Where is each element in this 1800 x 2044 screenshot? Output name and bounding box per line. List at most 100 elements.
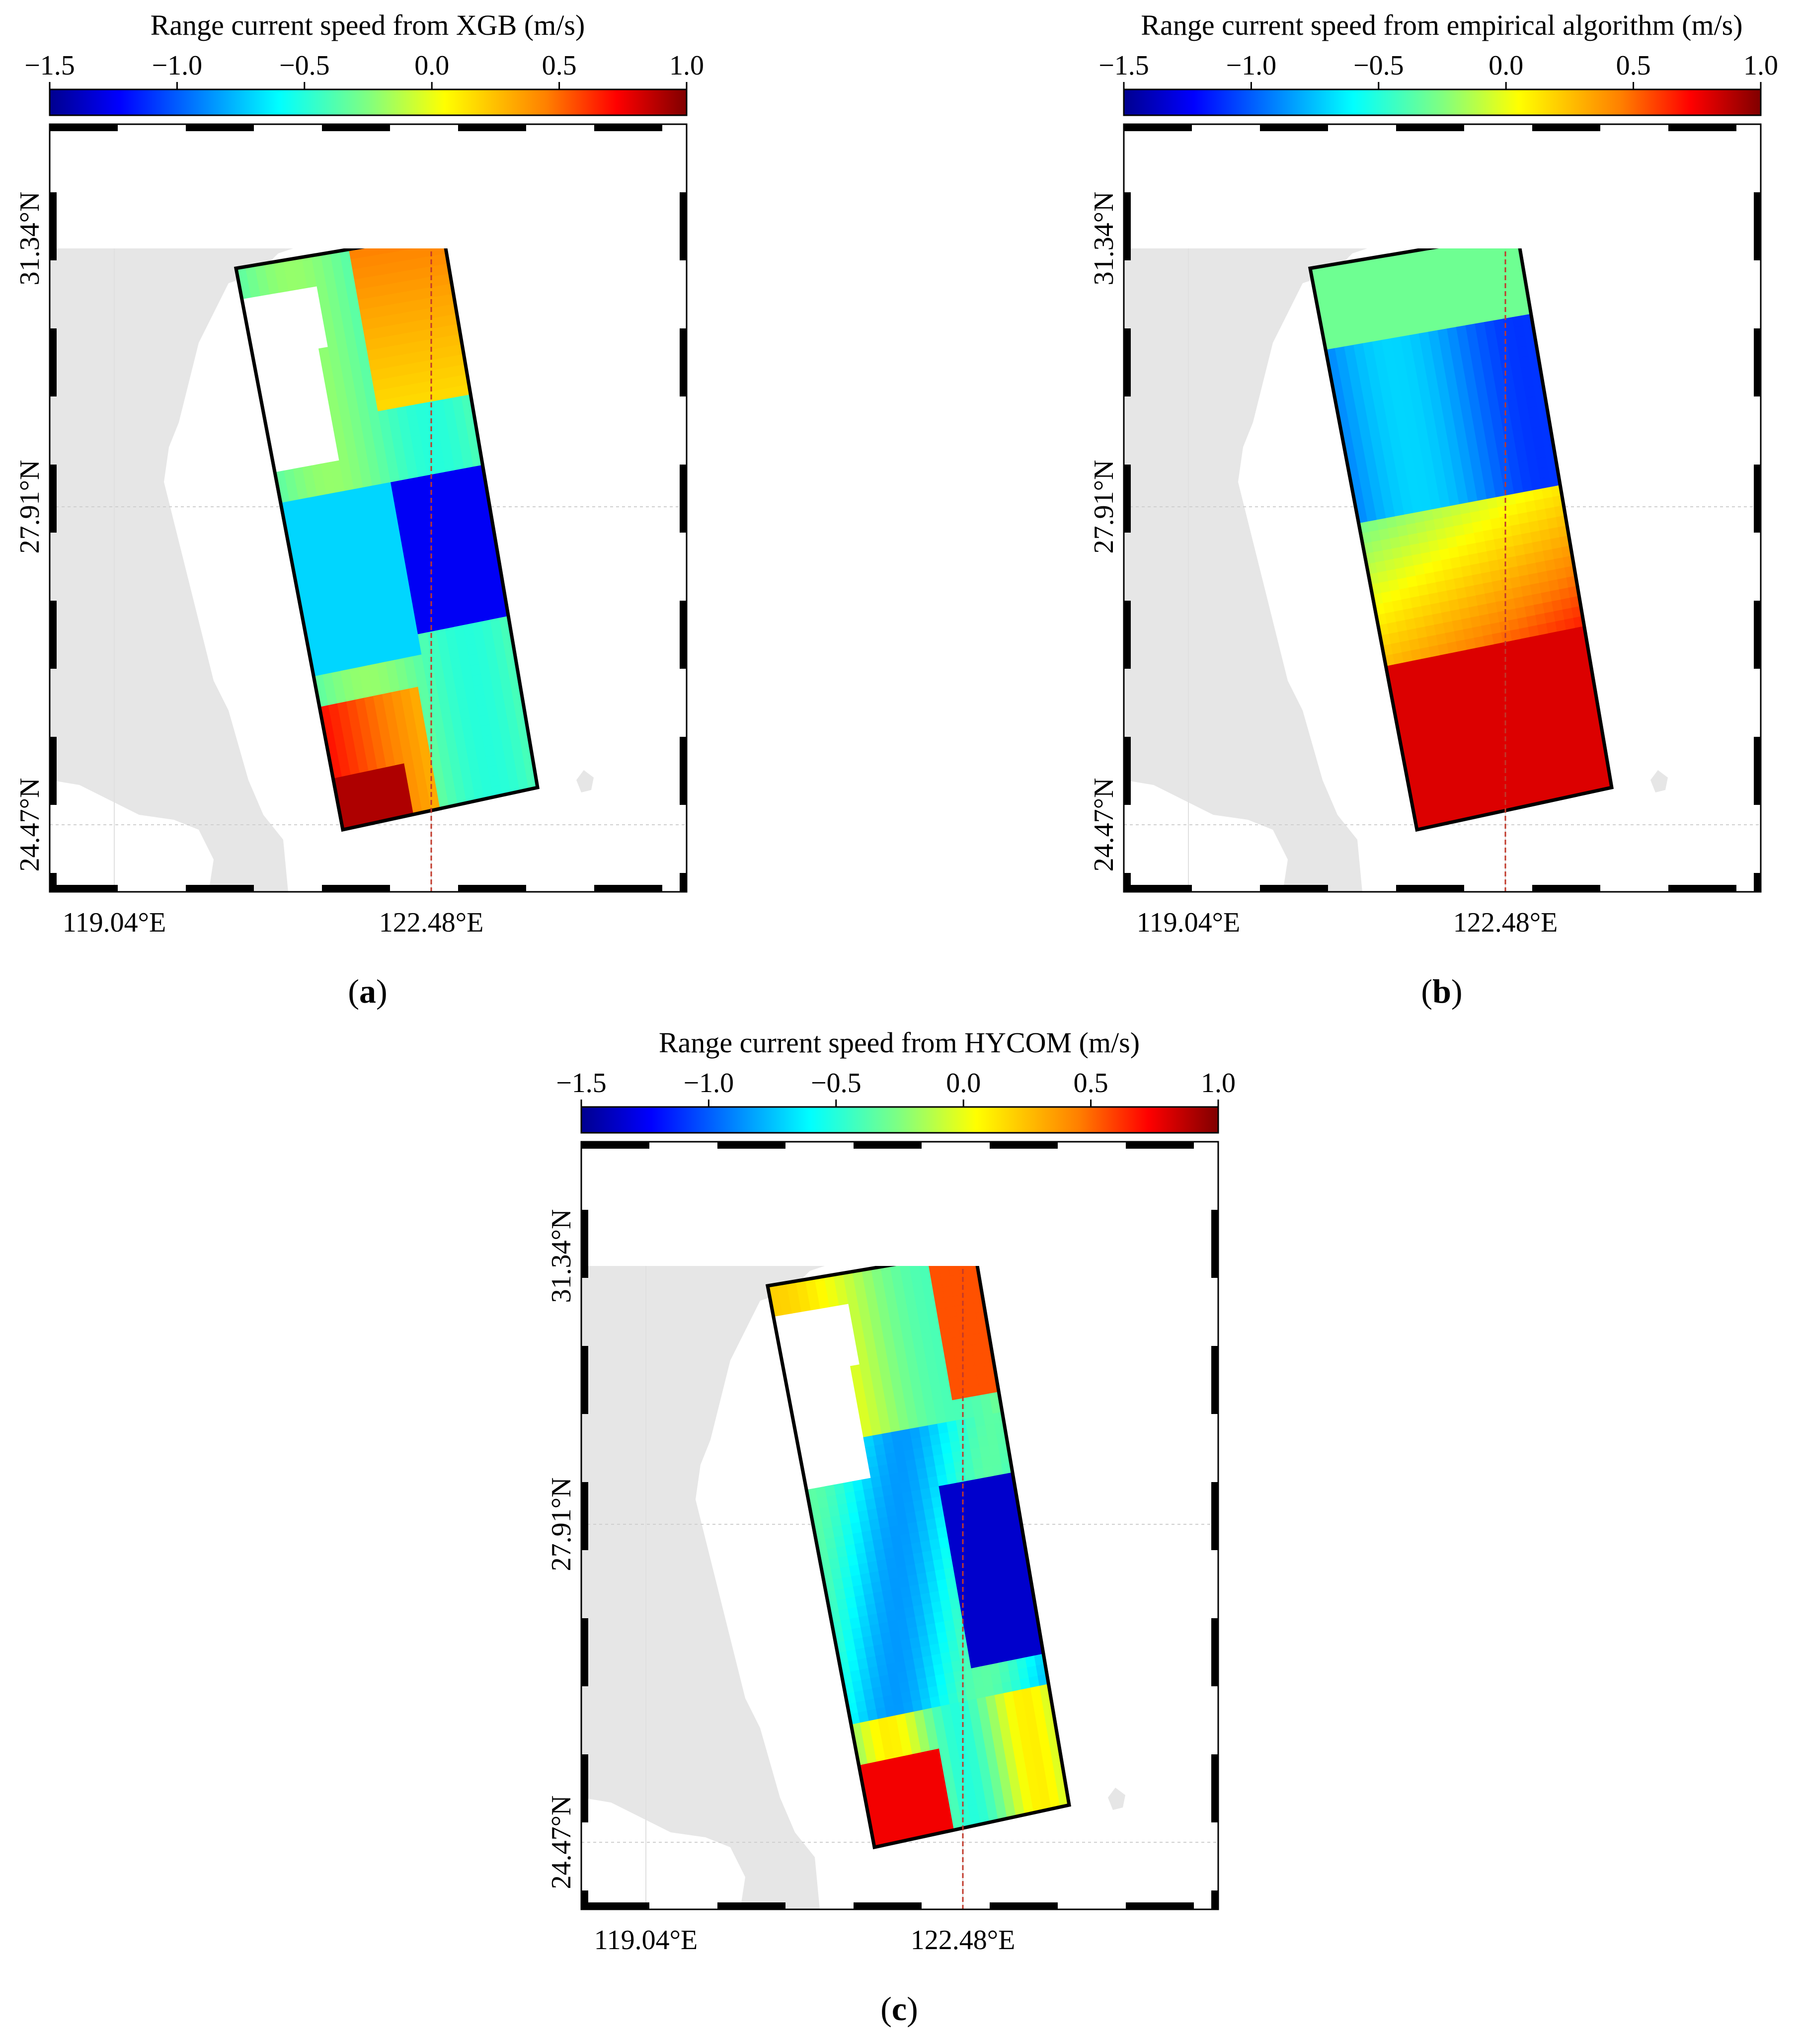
frame-tick	[1532, 124, 1600, 131]
swath-outline	[1308, 248, 1614, 832]
frame-tick	[1124, 124, 1192, 131]
frame-tick	[1754, 601, 1761, 669]
frame-tick	[1126, 1902, 1194, 1909]
frame-tick	[717, 1142, 785, 1149]
land-mass	[581, 1266, 864, 1909]
frame-tick	[680, 328, 687, 396]
frame-tick	[1211, 1754, 1218, 1822]
colorbar-tick-label: −1.0	[152, 50, 203, 81]
lat-label: 31.34°N	[546, 1209, 577, 1303]
colorbar-tick-label: −1.0	[684, 1068, 734, 1099]
colorbar-gradient	[49, 88, 688, 116]
frame-tick	[680, 601, 687, 669]
colorbar-tick-label: 0.5	[1616, 50, 1651, 81]
colorbar-tick-label: 0.0	[1488, 50, 1523, 81]
lon-label: 122.48°E	[1453, 907, 1558, 938]
lat-label: 24.47°N	[14, 778, 45, 872]
map-content	[50, 235, 687, 892]
frame-tick	[1124, 873, 1131, 892]
frame-tick	[680, 873, 687, 892]
caption-a: (a)	[348, 972, 387, 1010]
colorbar-gradient	[580, 1106, 1219, 1134]
field-cell	[424, 235, 435, 246]
colorbar-c: Range current speed from HYCOM (m/s) −1.…	[556, 1026, 1236, 1134]
field-cell	[368, 248, 380, 257]
field-cell	[416, 248, 418, 249]
lat-label: 27.91°N	[14, 460, 45, 554]
island	[1650, 770, 1668, 792]
island	[1108, 1788, 1125, 1810]
frame-tick	[854, 1902, 922, 1909]
field-cell	[1452, 248, 1463, 255]
lat-label: 31.34°N	[14, 192, 45, 286]
lon-label: 119.04°E	[1137, 907, 1241, 938]
map-frame	[580, 1141, 1219, 1910]
colorbar-title: Range current speed from empirical algor…	[1141, 9, 1742, 41]
colorbar-ticks: −1.5 −1.0 −0.5 0.0 0.5 1.0	[556, 1068, 1236, 1107]
frame-tick	[854, 1142, 922, 1149]
frame-tick	[581, 1902, 649, 1909]
frame-tick	[1754, 873, 1761, 892]
frame-tick	[322, 124, 390, 131]
field-cell	[358, 248, 370, 258]
frame-tick	[1124, 192, 1131, 260]
colorbar-tick-label: 0.0	[414, 50, 449, 81]
land-mass	[1124, 248, 1407, 892]
colorbar-tick-label: −0.5	[279, 50, 330, 81]
frame-tick	[1396, 124, 1464, 131]
frame-tick	[458, 124, 526, 131]
map-c: 31.34°N 27.91°N 24.47°N 119.04°E 122.48°E	[546, 1141, 1219, 1956]
lat-label: 31.34°N	[1089, 192, 1119, 286]
field-cell	[956, 1253, 967, 1264]
map-content	[581, 1251, 1218, 1909]
colorbar-tick-label: 0.0	[946, 1068, 981, 1099]
frame-tick	[680, 465, 687, 533]
frame-tick	[990, 1902, 1058, 1909]
caption-c: (c)	[880, 1990, 918, 2028]
colorbar-tick-label: −0.5	[1353, 50, 1404, 81]
frame-tick	[1754, 328, 1761, 396]
panel-a: Range current speed from XGB (m/s) −1.5 −…	[14, 9, 704, 1010]
frame-tick	[50, 124, 118, 131]
colorbar-tick-label: −1.5	[24, 50, 75, 81]
current-field	[767, 1251, 1070, 1848]
lat-label: 27.91°N	[546, 1478, 577, 1572]
frame-tick	[186, 885, 254, 892]
field-cell	[965, 1251, 976, 1262]
field-cell	[1508, 234, 1519, 245]
field-cell	[909, 1266, 921, 1273]
frame-tick	[1668, 885, 1736, 892]
colorbar-gradient	[1123, 88, 1762, 116]
frame-tick	[581, 1142, 649, 1149]
colorbar-tick-label: 0.5	[542, 50, 577, 81]
field-cell	[1490, 248, 1492, 249]
field-cell	[938, 1266, 949, 1268]
frame-tick	[1211, 1346, 1218, 1414]
field-cell	[919, 1266, 930, 1271]
field-cell	[1471, 248, 1482, 252]
frame-tick	[50, 601, 57, 669]
colorbar-a: Range current speed from XGB (m/s) −1.5 −…	[24, 9, 704, 116]
swath-outline	[234, 248, 540, 832]
frame-tick	[581, 1210, 588, 1278]
frame-tick	[458, 885, 526, 892]
colorbar-title: Range current speed from HYCOM (m/s)	[659, 1026, 1140, 1059]
lon-label: 122.48°E	[911, 1925, 1016, 1956]
field-cell	[929, 1266, 939, 1269]
colorbar-ticks: −1.5 −1.0 −0.5 0.0 0.5 1.0	[24, 50, 704, 89]
field-cell	[890, 1266, 902, 1276]
lat-label: 24.47°N	[1089, 778, 1119, 872]
lon-label: 119.04°E	[63, 907, 166, 938]
frame-tick	[1754, 465, 1761, 533]
field-cell	[397, 248, 408, 252]
lat-label: 27.91°N	[1089, 460, 1119, 554]
field-cell	[406, 248, 417, 250]
frame-tick	[186, 124, 254, 131]
frame-tick	[1124, 885, 1192, 892]
colorbar-ticks: −1.5 −1.0 −0.5 0.0 0.5 1.0	[1098, 50, 1778, 89]
lat-label: 24.47°N	[546, 1796, 577, 1889]
frame-tick	[1126, 1142, 1194, 1149]
colorbar-title: Range current speed from XGB (m/s)	[151, 9, 585, 41]
frame-tick	[50, 737, 57, 805]
